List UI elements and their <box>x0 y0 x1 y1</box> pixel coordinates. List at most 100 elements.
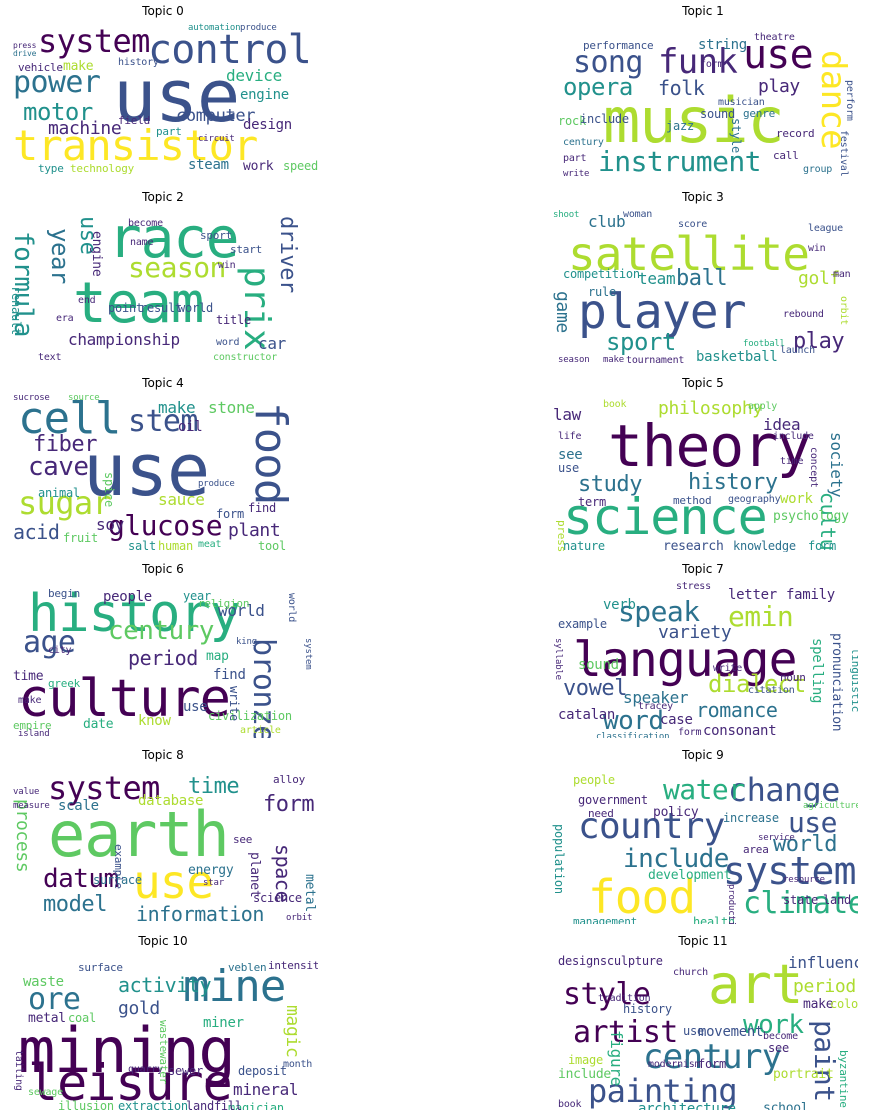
cloud-word: work <box>743 1010 804 1040</box>
topic-title: Topic 2 <box>142 190 184 204</box>
cloud-word: use <box>743 32 814 78</box>
cloud-word: make <box>158 398 196 417</box>
cloud-word: life <box>558 431 582 442</box>
cloud-word: football <box>743 339 785 349</box>
cloud-word: opera <box>563 73 633 101</box>
cloud-word: performance <box>583 39 654 52</box>
cloud-word: form <box>808 539 836 552</box>
cloud-word: service <box>758 833 795 843</box>
cloud-word: vowel <box>563 676 628 701</box>
cloud-word: waste <box>23 974 64 990</box>
cloud-word: month <box>283 1059 313 1070</box>
cloud-word: season <box>558 355 590 365</box>
cloud-word: see <box>233 833 253 846</box>
cloud-word: concept <box>808 447 819 488</box>
cloud-word: century <box>563 137 604 148</box>
cloud-word: orbit <box>838 296 849 326</box>
cloud-word: painting <box>588 1072 738 1110</box>
cloud-word: acid <box>13 520 60 544</box>
cloud-word: constructor <box>213 352 278 363</box>
cloud-word: church <box>673 967 708 978</box>
cloud-word: woman <box>623 209 653 220</box>
cloud-word: theory <box>608 412 812 480</box>
cloud-word: rule <box>588 285 616 299</box>
cloud-word: history <box>28 584 241 644</box>
cloud-word: include <box>773 431 814 442</box>
word-cloud: use transistor control system power motor mach… <box>8 20 318 180</box>
word-cloud: earth use system time form datum model informat… <box>8 764 318 924</box>
cloud-word: tradition <box>598 993 651 1004</box>
cloud-word: language <box>573 632 797 688</box>
cloud-word: intensity <box>268 959 318 972</box>
cloud-word: speed <box>283 159 318 173</box>
cloud-word: century <box>108 616 214 646</box>
cloud-word: letter <box>728 587 777 603</box>
cloud-word: example <box>112 844 125 889</box>
cloud-word: miner <box>203 1015 244 1031</box>
cloud-word: image <box>568 1053 603 1067</box>
cloud-word: variety <box>658 622 732 643</box>
cloud-word: history <box>118 57 159 68</box>
cloud-word: value <box>13 787 40 797</box>
cloud-word: need <box>588 807 614 820</box>
cloud-word: coal <box>68 1011 96 1025</box>
cloud-word: cell <box>18 393 121 444</box>
cloud-word: metal <box>302 874 317 912</box>
cloud-word: energy <box>188 863 234 878</box>
cloud-word: philosophy <box>658 398 763 419</box>
cloud-word: system <box>38 22 150 60</box>
cloud-word: perform <box>844 80 855 121</box>
cloud-word: king <box>236 637 257 647</box>
cloud-word: paint <box>808 1020 841 1102</box>
cloud-word: music <box>603 84 785 157</box>
topic-title: Topic 8 <box>142 748 184 762</box>
cloud-word: championship <box>68 330 180 349</box>
cloud-word: funk <box>658 42 738 82</box>
cloud-word: metal <box>28 1011 66 1026</box>
cloud-word: festival <box>838 130 849 177</box>
cloud-word: veblen <box>228 961 267 974</box>
cloud-word: work <box>780 491 813 507</box>
cloud-word: form <box>700 59 724 70</box>
cloud-word: form <box>216 507 244 521</box>
cloud-word: theatre <box>754 32 795 43</box>
cloud-word: use <box>113 54 240 138</box>
cloud-word: star <box>203 878 224 888</box>
cloud-word: shoot <box>553 210 580 220</box>
cloud-word: start <box>230 243 263 256</box>
cloud-word: tournament <box>626 355 685 366</box>
cloud-word: magician <box>228 1101 284 1110</box>
cloud-word: include <box>580 112 629 126</box>
cloud-word: book <box>558 1099 582 1110</box>
cloud-word: use <box>133 855 214 909</box>
cloud-word: win <box>218 260 236 271</box>
cloud-word: era <box>56 313 74 324</box>
cloud-word: article <box>240 725 281 736</box>
cloud-word: salt <box>128 539 156 552</box>
cloud-word: society <box>827 432 846 498</box>
cloud-word: wastewater <box>157 1020 170 1085</box>
cloud-word: system <box>303 638 313 670</box>
cloud-word: use <box>683 1024 704 1038</box>
cloud-word: golf <box>798 268 840 289</box>
cloud-word: science <box>563 488 768 546</box>
cloud-word: cave <box>28 452 89 482</box>
cloud-word: power <box>13 65 101 100</box>
cloud-word: sport <box>200 229 233 242</box>
cloud-word: competition <box>563 267 640 281</box>
cloud-word: dialect <box>708 670 806 698</box>
cloud-word: consonant <box>703 723 777 738</box>
cloud-word: year <box>46 228 74 284</box>
cloud-word: device <box>226 66 282 85</box>
cloud-word: speak <box>618 595 700 628</box>
cloud-word: style <box>729 118 743 153</box>
cloud-word: research <box>663 539 724 552</box>
cloud-word: datum <box>43 864 119 894</box>
cloud-word: science <box>253 891 302 905</box>
cloud-word: drive <box>13 49 37 58</box>
cloud-word: land <box>823 893 851 907</box>
cloud-word: basketball <box>696 349 778 365</box>
cloud-word: surface <box>78 961 123 974</box>
cloud-word: sucrose <box>13 393 50 403</box>
cloud-word: instrument <box>598 145 762 178</box>
